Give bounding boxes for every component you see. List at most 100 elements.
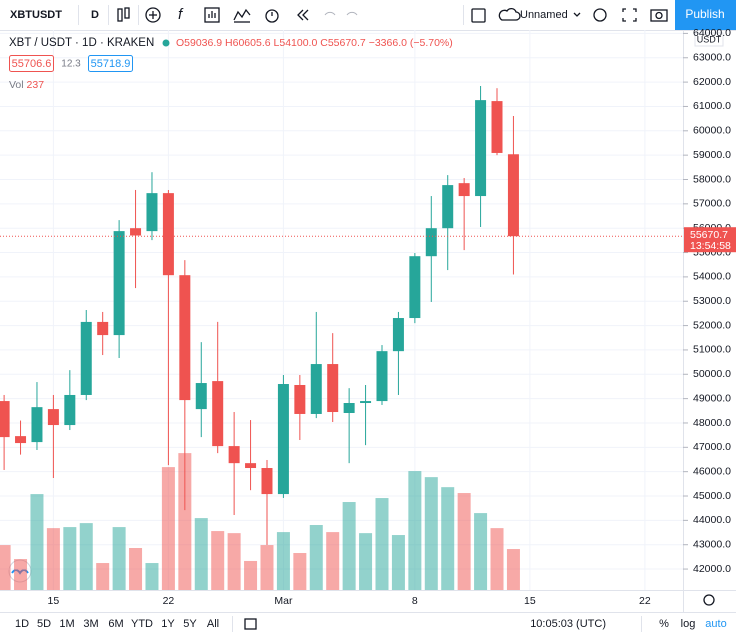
range-button[interactable]: 1Y — [161, 618, 175, 630]
y-tick-label: 44000.0 — [693, 514, 731, 526]
volume-bar — [211, 531, 225, 590]
log-toggle[interactable]: log — [681, 618, 696, 630]
volume-value: 237 — [27, 79, 45, 91]
candle-body — [507, 154, 519, 237]
publish-label[interactable]: Publish — [685, 7, 724, 21]
percent-toggle[interactable]: % — [659, 618, 669, 630]
range-button[interactable]: 6M — [108, 618, 123, 630]
candle-body — [327, 364, 339, 413]
range-button[interactable]: 1M — [59, 618, 74, 630]
volume-bar — [309, 525, 323, 590]
y-tick-label: 45000.0 — [693, 490, 731, 502]
alert-icon[interactable] — [265, 9, 279, 23]
x-tick-label: 8 — [412, 595, 418, 607]
range-button[interactable]: 5D — [37, 618, 51, 630]
legend-title: XBT / USDT · 1D · KRAKEN — [9, 37, 154, 49]
candle-body — [360, 401, 372, 404]
range-buttons: 1D 5D 1M 3M 6M YTD 1Y 5Y All — [15, 618, 219, 630]
volume-bar — [129, 548, 143, 590]
x-tick-label: Mar — [274, 595, 293, 607]
interval[interactable]: D — [91, 9, 99, 21]
bid[interactable]: 55706.6 — [12, 58, 52, 70]
y-tick-label: 46000.0 — [693, 465, 731, 477]
y-tick-label: 57000.0 — [693, 198, 731, 210]
volume-bar — [293, 553, 307, 590]
layout-name[interactable]: Unnamed — [520, 9, 568, 21]
axis-settings-icon[interactable] — [703, 594, 715, 606]
market-status — [162, 39, 170, 47]
y-tick-label: 59000.0 — [693, 149, 731, 161]
candle-body — [228, 446, 240, 464]
layout-menu[interactable] — [573, 12, 581, 17]
fullscreen-icon[interactable] — [622, 8, 637, 22]
candle-body — [277, 384, 289, 495]
candle-body — [195, 383, 207, 410]
x-tick-label: 22 — [163, 595, 175, 607]
volume-bar — [375, 498, 389, 590]
snapshot-icon[interactable] — [650, 9, 668, 22]
candle-body — [442, 185, 454, 229]
bid-box[interactable] — [9, 55, 54, 72]
countdown: 13:54:58 — [690, 240, 731, 252]
volume-bar — [490, 528, 504, 590]
last-price: 55670.7 — [690, 229, 728, 241]
candle-body — [80, 321, 92, 395]
volume-bar — [276, 532, 290, 590]
replay-icon[interactable] — [297, 9, 309, 21]
volume-bar — [112, 527, 126, 590]
volume-bar — [359, 533, 373, 590]
settings-icon[interactable] — [593, 8, 607, 22]
ask[interactable]: 55718.9 — [91, 58, 131, 70]
range-button[interactable]: 5Y — [183, 618, 197, 630]
candle-body — [162, 193, 174, 276]
y-tick-label: 60000.0 — [693, 125, 731, 137]
undo-icon[interactable] — [324, 11, 358, 16]
y-tick-label: 49000.0 — [693, 392, 731, 404]
range-button[interactable]: YTD — [131, 618, 153, 630]
layout-icon[interactable] — [498, 7, 521, 21]
range-button[interactable]: 1D — [15, 618, 29, 630]
templates-icon[interactable] — [204, 7, 220, 23]
candle-type-icon[interactable] — [117, 7, 130, 22]
volume-bar — [0, 545, 11, 590]
ask-box[interactable] — [88, 55, 133, 72]
clock: 10:05:03 (UTC) — [530, 618, 606, 630]
candle-body — [245, 463, 257, 469]
legend-ohlc: O59036.9 H60605.6 L54100.0 C55670.7 −336… — [176, 37, 453, 49]
volume-bar — [260, 545, 274, 590]
y-tick-label: 54000.0 — [693, 271, 731, 283]
chart-icon[interactable] — [233, 8, 251, 23]
volume-bar — [408, 471, 422, 590]
candle-body — [146, 193, 158, 232]
indicators-icon[interactable]: f — [178, 6, 184, 23]
currency: USDT — [697, 34, 722, 44]
publish-button[interactable] — [675, 0, 736, 30]
candle-body — [425, 228, 437, 257]
auto-toggle[interactable]: auto — [705, 618, 726, 630]
candle-body — [392, 318, 404, 352]
x-tick-label: 15 — [48, 595, 60, 607]
volume-bar — [63, 527, 77, 590]
range-button[interactable]: All — [207, 618, 219, 630]
volume-bar — [79, 523, 93, 590]
symbol[interactable]: XBTUSDT — [10, 9, 62, 21]
fullscreen-icon[interactable] — [471, 8, 486, 23]
volume-bar — [342, 502, 356, 590]
y-tick-label: 63000.0 — [693, 52, 731, 64]
candle-body — [97, 321, 109, 336]
range-button[interactable]: 3M — [83, 618, 98, 630]
volume-bar — [46, 528, 60, 590]
y-tick-label: 53000.0 — [693, 295, 731, 307]
date-range-icon[interactable] — [244, 618, 257, 630]
volume-bar — [161, 467, 175, 590]
volume-bar — [30, 494, 44, 590]
compare-icon[interactable] — [145, 7, 161, 23]
candle-body — [64, 394, 76, 426]
candle-body — [458, 183, 470, 197]
candle-body — [409, 256, 421, 319]
plot — [0, 30, 683, 590]
volume-bar — [145, 563, 159, 590]
volume-bar — [326, 532, 340, 590]
y-tick-label: 51000.0 — [693, 344, 731, 356]
candle-body — [491, 101, 503, 153]
